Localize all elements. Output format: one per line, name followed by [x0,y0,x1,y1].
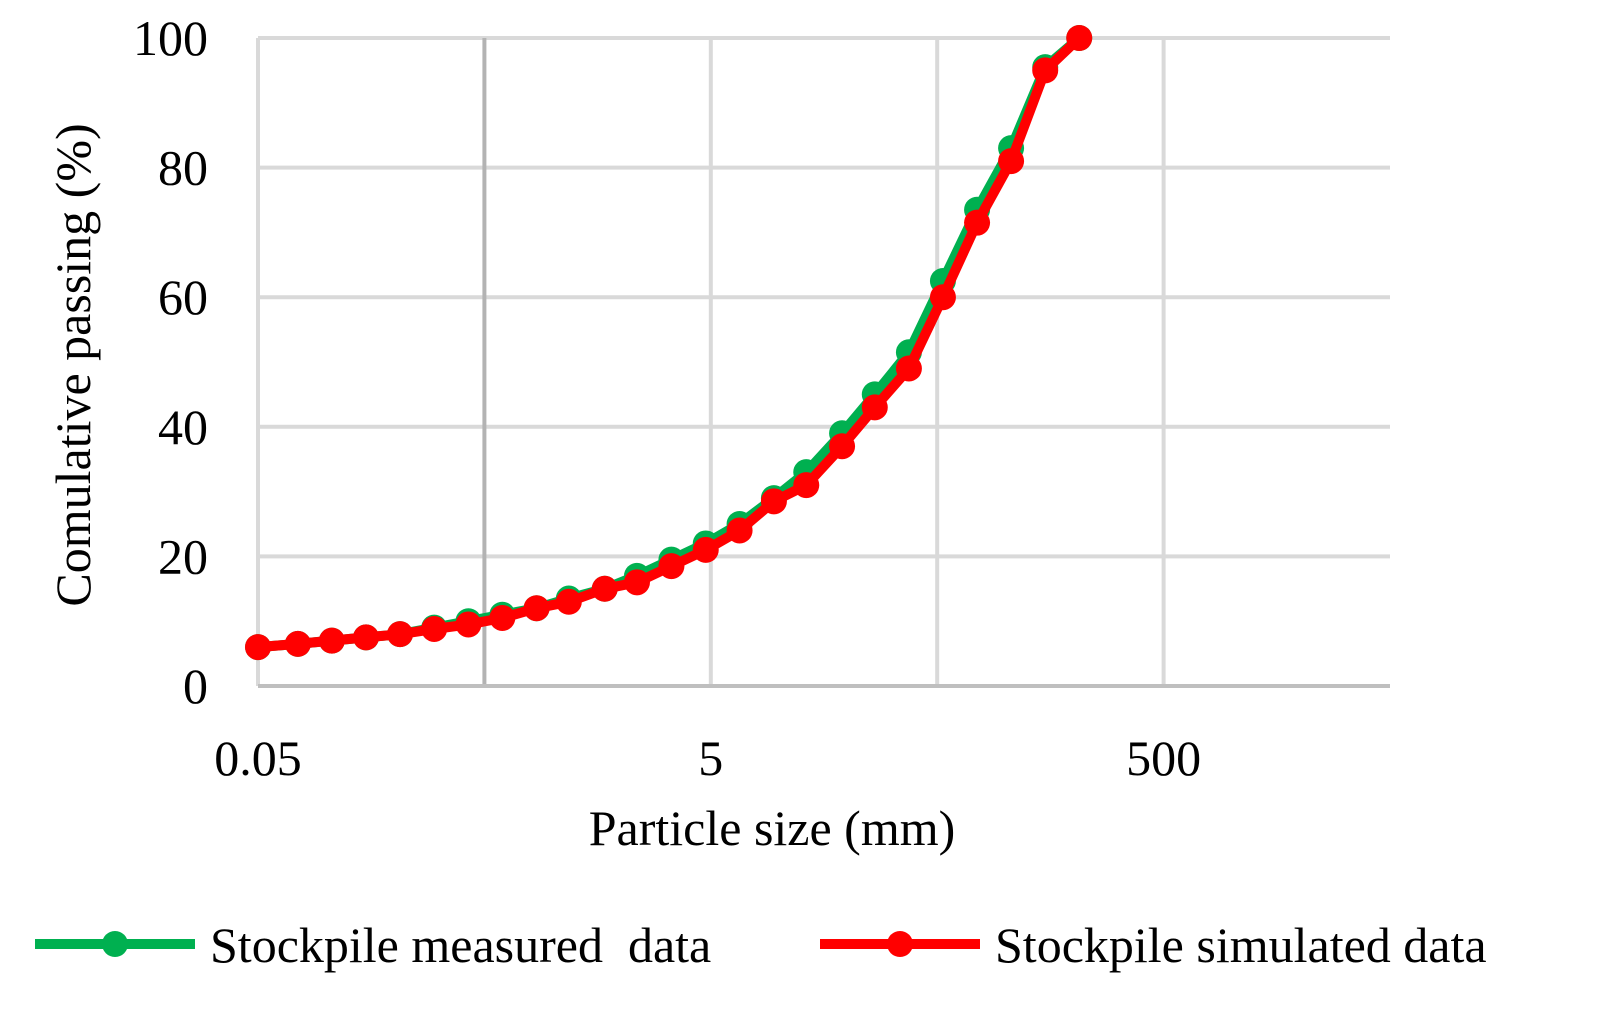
legend: Stockpile measured data Stockpile simula… [35,917,1487,973]
x-tick-label: 500 [1126,730,1201,786]
data-point [245,634,271,661]
data-point [793,472,820,499]
data-point [726,517,753,544]
legend-item-measured: Stockpile measured data [35,917,711,973]
legend-label-measured: Stockpile measured data [210,917,711,973]
data-point [760,488,787,515]
data-point [387,621,414,648]
series-layer [245,25,1093,661]
data-point [929,284,956,311]
x-tick-label: 5 [698,730,723,786]
data-point [829,433,856,460]
data-point [692,536,719,563]
data-point [1032,57,1059,84]
data-point [318,627,345,654]
y-axis-title: Comulative passing (%) [45,123,101,606]
y-tick-label: 80 [158,140,208,196]
data-point [421,615,448,642]
data-point [555,588,582,615]
data-point [861,394,888,421]
gridlines [256,36,1390,686]
x-axis-title: Particle size (mm) [589,800,956,856]
data-point [964,209,991,236]
y-tick-label: 40 [158,399,208,455]
legend-label-simulated: Stockpile simulated data [995,917,1487,973]
x-tick-label: 0.05 [214,730,302,786]
data-point [489,604,516,631]
legend-item-simulated: Stockpile simulated data [820,917,1487,973]
legend-marker-simulated [887,931,913,957]
tick-labels: 0 20 40 60 80 100 0.05 5 500 [133,10,1201,786]
y-tick-label: 60 [158,269,208,325]
data-point [353,624,380,651]
data-point [1066,25,1093,51]
data-point [284,630,311,657]
series-simulated [245,25,1093,661]
y-tick-label: 100 [133,10,208,66]
data-point [658,553,685,580]
legend-marker-measured [102,931,128,957]
data-point [623,569,650,596]
data-point [455,611,482,638]
data-point [998,148,1025,175]
data-point [591,575,618,602]
y-tick-label: 0 [183,658,208,714]
y-tick-label: 20 [158,528,208,584]
data-point [523,595,550,622]
data-point [895,355,922,382]
